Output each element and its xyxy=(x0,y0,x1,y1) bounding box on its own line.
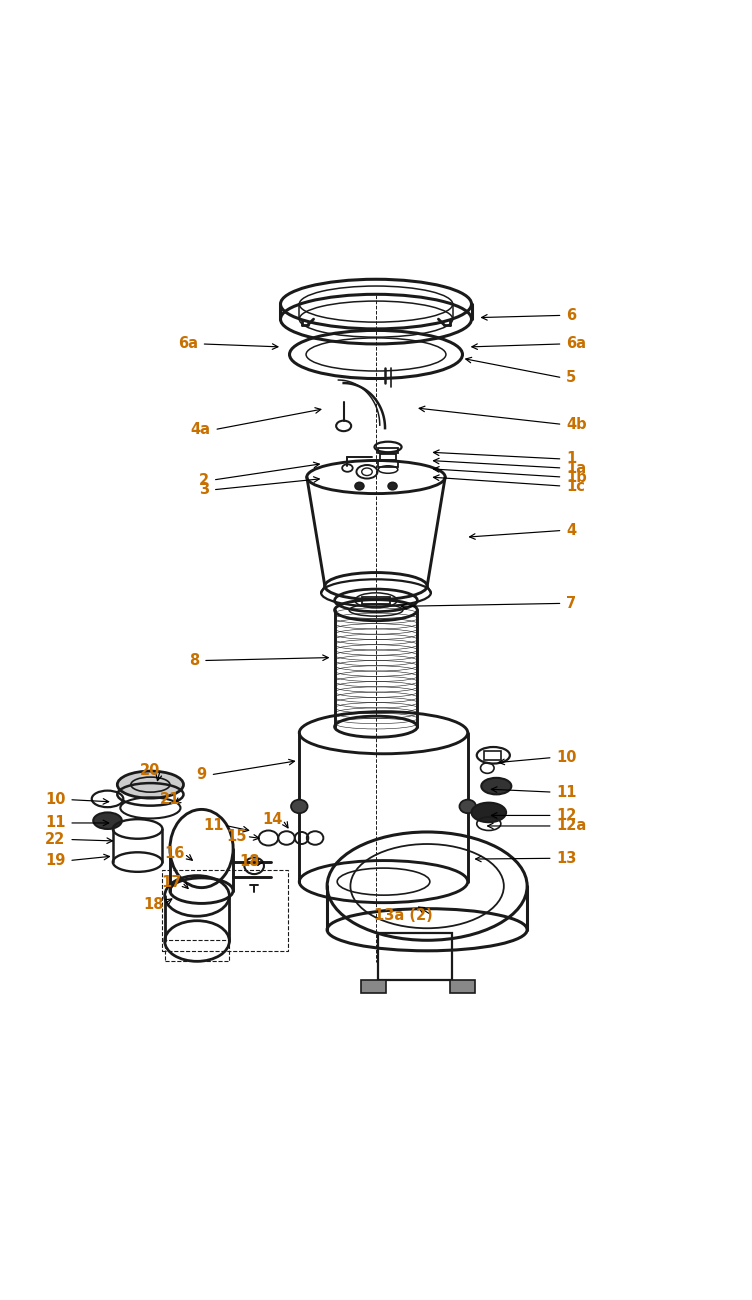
Text: 1: 1 xyxy=(566,451,577,467)
Text: 12: 12 xyxy=(556,807,577,823)
Bar xyxy=(378,462,398,467)
Ellipse shape xyxy=(93,812,122,829)
Text: 1b: 1b xyxy=(566,469,587,485)
Text: 18: 18 xyxy=(240,854,260,868)
Text: 2: 2 xyxy=(199,472,209,488)
Ellipse shape xyxy=(472,802,506,822)
Text: 1c: 1c xyxy=(566,478,585,494)
Ellipse shape xyxy=(355,482,364,490)
Text: 21: 21 xyxy=(160,792,180,807)
Text: 17: 17 xyxy=(162,875,182,891)
Text: 14: 14 xyxy=(262,812,283,828)
Text: 4a: 4a xyxy=(190,422,211,437)
Text: 9: 9 xyxy=(197,767,207,783)
Ellipse shape xyxy=(388,482,397,490)
Text: 22: 22 xyxy=(45,832,65,848)
Text: 3: 3 xyxy=(199,482,209,498)
Text: 11: 11 xyxy=(45,815,65,831)
Text: 15: 15 xyxy=(226,829,247,844)
Text: 6a: 6a xyxy=(177,337,198,351)
Bar xyxy=(361,980,386,993)
Bar xyxy=(162,870,288,950)
Text: 20: 20 xyxy=(140,763,160,777)
Text: 4b: 4b xyxy=(566,417,587,432)
Text: 1a: 1a xyxy=(566,460,587,476)
Ellipse shape xyxy=(117,771,183,798)
Bar xyxy=(450,980,475,993)
Text: 19: 19 xyxy=(45,853,65,868)
Bar xyxy=(362,597,390,604)
Text: 13a (2): 13a (2) xyxy=(374,907,432,923)
Text: 6: 6 xyxy=(566,308,576,322)
Ellipse shape xyxy=(291,800,308,814)
Text: 13: 13 xyxy=(556,850,577,866)
Text: 7: 7 xyxy=(566,595,576,611)
Text: 6a: 6a xyxy=(566,337,587,351)
Text: 16: 16 xyxy=(164,846,184,862)
Text: 5: 5 xyxy=(566,370,577,385)
Bar xyxy=(380,455,396,460)
Ellipse shape xyxy=(481,777,511,794)
Text: 10: 10 xyxy=(45,792,65,807)
Text: 10: 10 xyxy=(556,750,577,764)
Text: 4: 4 xyxy=(566,523,576,538)
Text: 12a: 12a xyxy=(556,819,587,833)
Bar xyxy=(484,751,501,759)
Text: 11: 11 xyxy=(556,785,577,800)
Text: 8: 8 xyxy=(189,653,199,668)
Bar xyxy=(378,447,398,452)
Bar xyxy=(165,940,229,961)
Text: 11: 11 xyxy=(204,818,224,833)
Ellipse shape xyxy=(459,800,476,814)
Text: 18: 18 xyxy=(144,897,164,911)
Bar xyxy=(378,933,452,980)
